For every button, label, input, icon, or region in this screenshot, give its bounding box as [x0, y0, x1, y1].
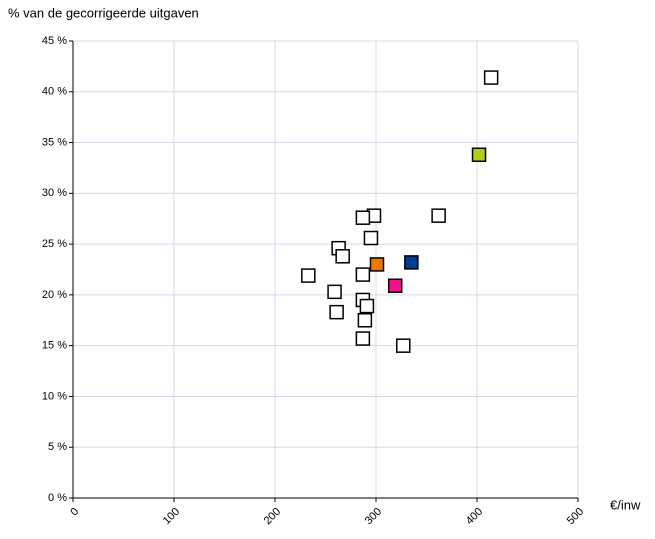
point — [329, 304, 344, 320]
y-tick-label: 10 % — [42, 390, 67, 402]
y-tick-label: 45 % — [42, 35, 67, 47]
point — [404, 255, 419, 270]
y-tick-label: 15 % — [42, 340, 67, 352]
point — [357, 313, 373, 328]
y-tick-label: 25 % — [42, 238, 67, 250]
x-tick-label: 100 — [161, 506, 182, 527]
point — [355, 331, 371, 346]
point — [431, 208, 446, 223]
point — [327, 284, 342, 300]
y-tick-label: 35 % — [42, 136, 67, 148]
point — [301, 268, 316, 283]
x-tick-label: 200 — [262, 506, 283, 527]
point — [471, 147, 487, 162]
x-tick-label: 500 — [565, 506, 586, 527]
point — [396, 338, 411, 353]
point — [359, 298, 375, 314]
y-axis-label: % van de gecorrigeerde uitgaven — [8, 5, 199, 20]
point — [369, 257, 385, 272]
point — [483, 70, 499, 85]
x-tick-label: 400 — [464, 506, 485, 527]
point — [363, 230, 379, 246]
point — [387, 278, 403, 293]
point — [355, 267, 371, 282]
y-tick-label: 30 % — [42, 187, 67, 199]
x-tick-label: 300 — [363, 506, 384, 527]
point — [335, 249, 350, 264]
y-tick-label: 5 % — [48, 441, 67, 453]
y-tick-label: 40 % — [42, 86, 67, 98]
x-axis-label: €/inw — [610, 497, 641, 512]
y-tick-label: 20 % — [42, 289, 67, 301]
x-tick-label: 0 — [68, 506, 81, 519]
y-tick-label: 0 % — [48, 492, 67, 504]
point — [355, 210, 371, 225]
